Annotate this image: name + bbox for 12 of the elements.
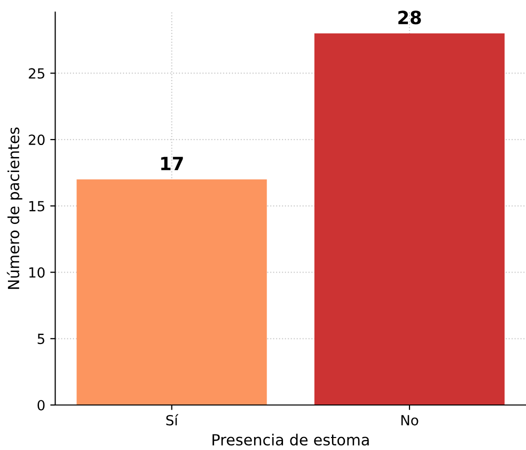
y-tick-label: 5: [38, 334, 44, 344]
x-tick-label: No: [401, 415, 418, 426]
data-label: 17: [161, 156, 183, 170]
y-tick-label: 25: [28, 68, 44, 79]
x-tick-label: Sí: [166, 414, 178, 426]
y-axis-title: Número de pacientes: [6, 128, 22, 289]
data-label: 28: [398, 10, 421, 24]
y-tick-label: 20: [28, 134, 45, 146]
y-tick-label: 15: [29, 201, 44, 212]
x-axis-title: Presencia de estoma: [212, 434, 369, 446]
y-tick-label: 0: [38, 400, 45, 410]
y-tick-label: 10: [29, 267, 45, 278]
